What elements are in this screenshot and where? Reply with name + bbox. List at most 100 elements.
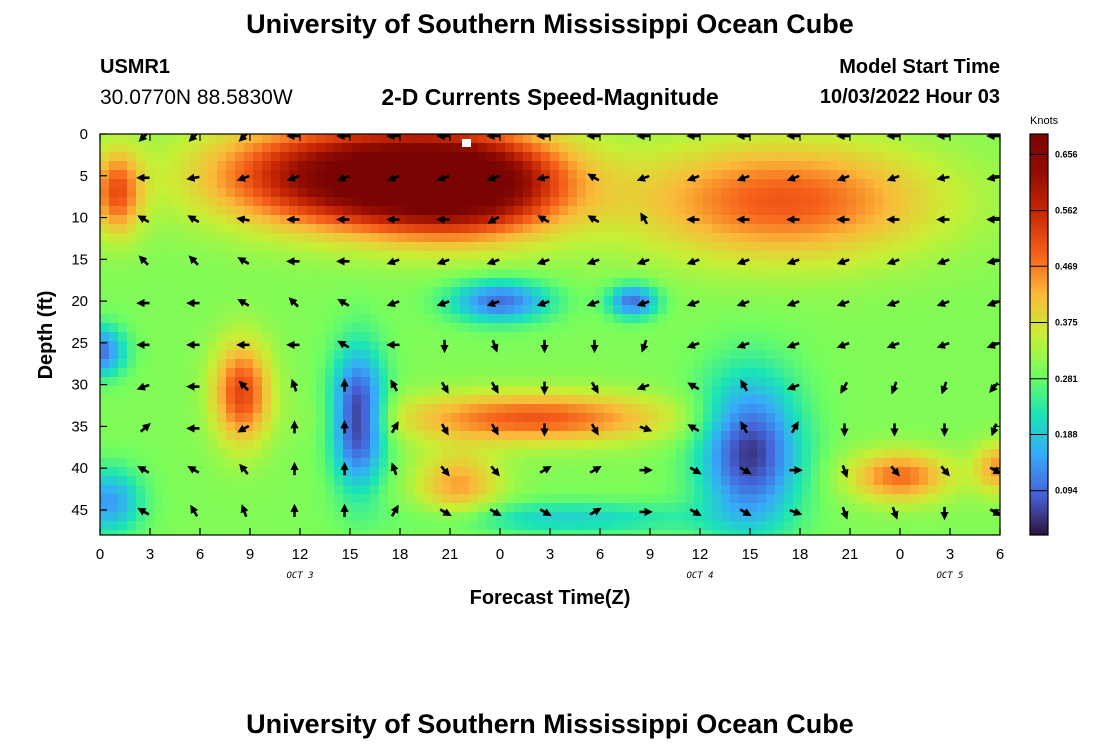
heatmap-cell <box>298 530 308 535</box>
heatmap-cell <box>946 152 956 162</box>
heatmap-cell <box>361 413 371 423</box>
heatmap-cell <box>640 377 650 387</box>
heatmap-cell <box>703 170 713 180</box>
heatmap-cell <box>568 485 578 495</box>
heatmap-cell <box>865 278 875 288</box>
heatmap-cell <box>766 368 776 378</box>
heatmap-cell <box>640 143 650 153</box>
heatmap-cell <box>163 377 173 387</box>
heatmap-cell <box>442 224 452 234</box>
heatmap-cell <box>100 323 110 333</box>
heatmap-cell <box>622 395 632 405</box>
heatmap-cell <box>901 233 911 243</box>
heatmap-cell <box>865 377 875 387</box>
heatmap-cell <box>118 296 128 306</box>
heatmap-cell <box>874 260 884 270</box>
heatmap-cell <box>244 224 254 234</box>
heatmap-cell <box>748 161 758 171</box>
heatmap-cell <box>982 494 992 504</box>
heatmap-cell <box>154 395 164 405</box>
heatmap-cell <box>730 170 740 180</box>
heatmap-cell <box>820 233 830 243</box>
heatmap-cell <box>190 152 200 162</box>
heatmap-cell <box>379 215 389 225</box>
heatmap-cell <box>388 350 398 360</box>
heatmap-cell <box>280 521 290 531</box>
heatmap-cell <box>802 179 812 189</box>
heatmap-cell <box>874 170 884 180</box>
heatmap-cell <box>325 476 335 486</box>
heatmap-cell <box>973 368 983 378</box>
heatmap-cell <box>415 206 425 216</box>
heatmap-cell <box>973 341 983 351</box>
heatmap-cell <box>811 278 821 288</box>
heatmap-cell <box>460 467 470 477</box>
heatmap-cell <box>550 152 560 162</box>
heatmap-cell <box>811 206 821 216</box>
heatmap-cell <box>748 278 758 288</box>
heatmap-cell <box>361 449 371 459</box>
heatmap-cell <box>253 224 263 234</box>
heatmap-cell <box>325 215 335 225</box>
heatmap-cell <box>199 152 209 162</box>
heatmap-cell <box>181 134 191 144</box>
heatmap-cell <box>316 332 326 342</box>
heatmap-cell <box>541 530 551 535</box>
heatmap-cell <box>172 521 182 531</box>
heatmap-cell <box>280 269 290 279</box>
heatmap-cell <box>838 485 848 495</box>
heatmap-cell <box>442 530 452 535</box>
heatmap-cell <box>775 422 785 432</box>
heatmap-cell <box>442 440 452 450</box>
heatmap-cell <box>280 431 290 441</box>
heatmap-cell <box>784 197 794 207</box>
heatmap-cell <box>955 368 965 378</box>
heatmap-cell <box>919 368 929 378</box>
heatmap-cell <box>352 242 362 252</box>
heatmap-cell <box>334 206 344 216</box>
heatmap-cell <box>271 170 281 180</box>
heatmap-cell <box>712 332 722 342</box>
heatmap-cell <box>172 467 182 477</box>
heatmap-cell <box>163 206 173 216</box>
heatmap-cell <box>901 512 911 522</box>
heatmap-cell <box>658 152 668 162</box>
heatmap-cell <box>442 287 452 297</box>
heatmap-cell <box>676 305 686 315</box>
heatmap-cell <box>244 287 254 297</box>
heatmap-cell <box>829 359 839 369</box>
heatmap-cell <box>370 233 380 243</box>
heatmap-cell <box>226 413 236 423</box>
heatmap-cell <box>919 233 929 243</box>
heatmap-cell <box>361 359 371 369</box>
heatmap-cell <box>127 314 137 324</box>
heatmap-cell <box>244 377 254 387</box>
heatmap-cell <box>316 494 326 504</box>
heatmap-cell <box>262 323 272 333</box>
heatmap-cell <box>730 368 740 378</box>
heatmap-cell <box>379 170 389 180</box>
heatmap-cell <box>253 368 263 378</box>
heatmap-cell <box>478 449 488 459</box>
heatmap-cell <box>514 386 524 396</box>
heatmap-cell <box>640 152 650 162</box>
heatmap-cell <box>100 458 110 468</box>
heatmap-cell <box>631 485 641 495</box>
heatmap-cell <box>226 485 236 495</box>
heatmap-cell <box>199 359 209 369</box>
heatmap-cell <box>937 269 947 279</box>
heatmap-cell <box>262 530 272 535</box>
heatmap-cell <box>532 143 542 153</box>
x-tick-label: 3 <box>546 546 554 563</box>
heatmap-cell <box>703 233 713 243</box>
heatmap-cell <box>613 404 623 414</box>
heatmap-cell <box>622 287 632 297</box>
heatmap-cell <box>352 251 362 261</box>
heatmap-cell <box>910 215 920 225</box>
heatmap-cell <box>811 512 821 522</box>
heatmap-cell <box>802 170 812 180</box>
heatmap-cell <box>235 269 245 279</box>
heatmap-cell <box>433 305 443 315</box>
heatmap-cell <box>397 512 407 522</box>
heatmap-cell <box>829 206 839 216</box>
